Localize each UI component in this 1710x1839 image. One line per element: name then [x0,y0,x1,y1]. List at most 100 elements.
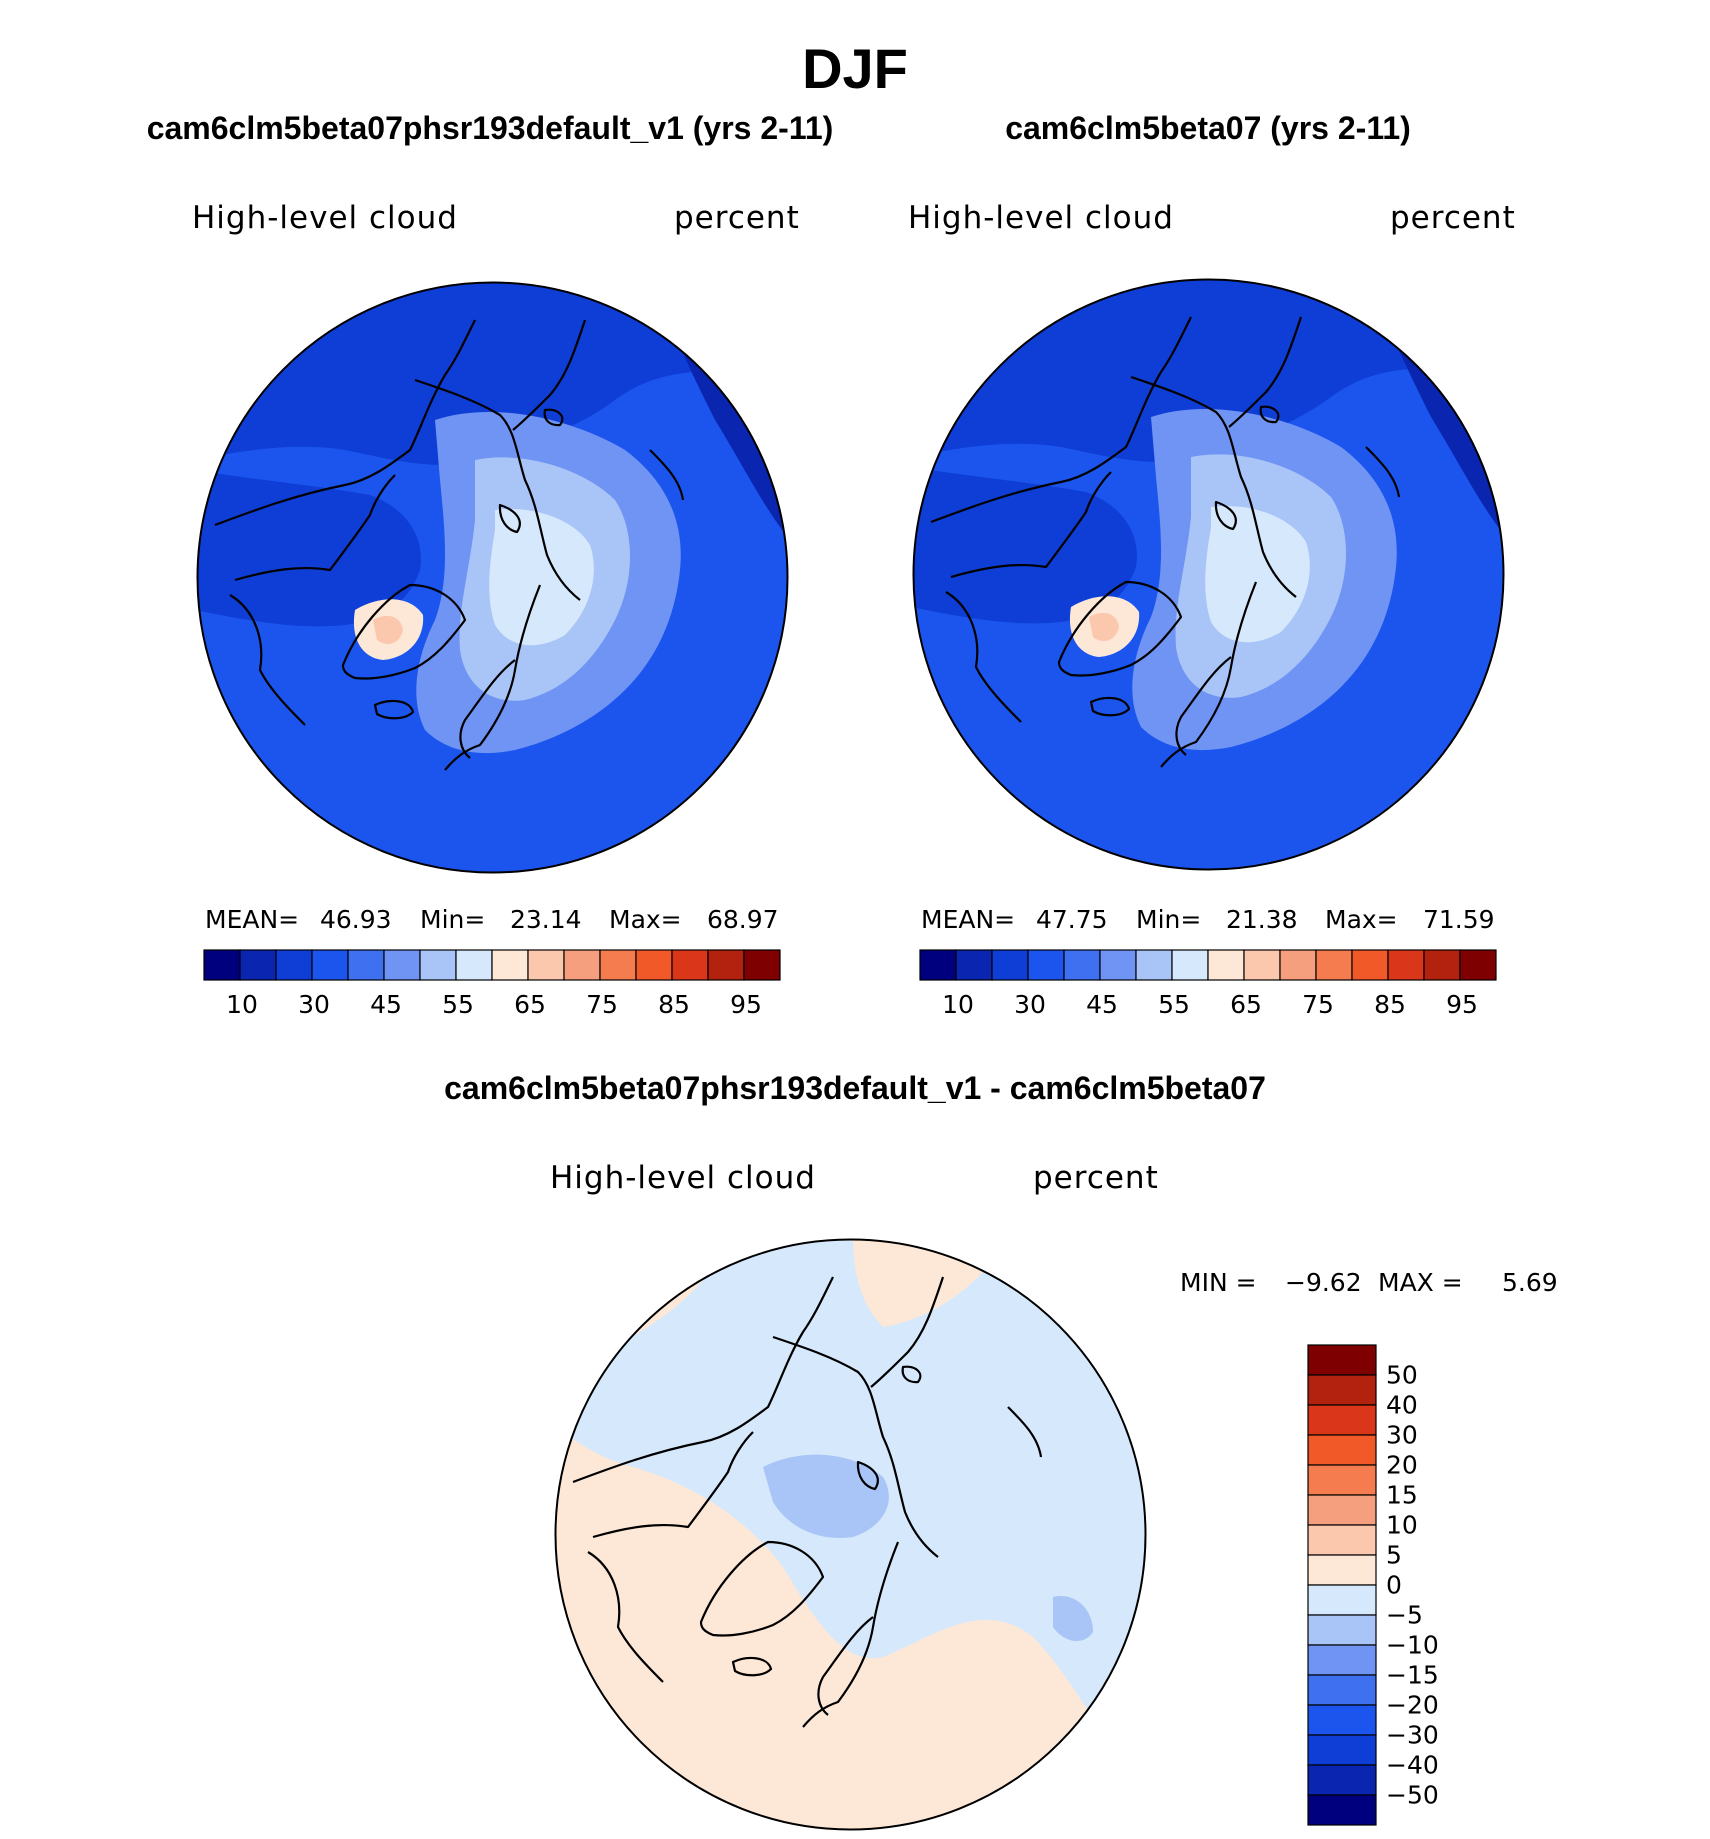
colorbar-swatch-6 [419,949,457,981]
diff-colorbar-swatch-7 [1307,1554,1377,1586]
panel-2-max-value: 71.59 [1423,905,1495,934]
diff-colorbar-swatch-12 [1307,1704,1377,1736]
field-band-north [197,282,788,465]
coastline-0 [930,316,1192,524]
panel-1-min-value: 23.14 [510,905,582,934]
field-contour-65 [489,509,594,646]
coastline-7 [414,378,581,601]
coastline-1 [950,471,1112,579]
diff-colorbar-swatch-8 [1307,1584,1377,1616]
colorbar-swatch-9 [1243,949,1281,981]
panel-2-variable-label: High-level cloud [908,200,1174,236]
panel-2-units-label: percent [1390,200,1516,236]
colorbar-swatch-9 [527,949,565,981]
colorbar-tick-label: 65 [1230,990,1262,1019]
panel-2-max-label: Max= [1325,905,1398,934]
colorbar-swatch-5 [383,949,421,981]
colorbar-tick-label: 10 [226,990,258,1019]
coastline-6 [459,659,516,759]
panel-2-min-value: 21.38 [1226,905,1298,934]
colorbar-tick-label: 55 [442,990,474,1019]
diff-colorbar-tick-label: 5 [1386,1540,1402,1570]
coastline-9 [543,408,564,427]
colorbar-swatch-12 [1351,949,1389,981]
coastline-10 [870,1276,945,1388]
map-border [554,1238,1147,1831]
colorbar-swatch-8 [491,949,529,981]
diff-colorbar-tick-label: 15 [1386,1480,1418,1510]
diff-min-label: MIN = [1180,1268,1257,1297]
diff-units-label: percent [1033,1160,1159,1196]
colorbar-swatch-11 [1315,949,1353,981]
field-greenland-peak [373,615,403,645]
panel-1-max-label: Max= [609,905,682,934]
coastline-3 [699,1540,825,1637]
coastline-5 [1160,581,1258,768]
panel-2-mean-label: MEAN= [921,905,1016,934]
diff-colorbar-tick-label: −15 [1386,1660,1439,1690]
diff-max-value: 5.69 [1502,1268,1558,1297]
colorbar-swatch-15 [743,949,781,981]
diff-colorbar-tick-label: −30 [1386,1720,1439,1750]
field-negative-core [763,1454,889,1538]
coastline-2 [587,1551,664,1683]
coastline-6 [1175,656,1232,756]
colorbar-tick-label: 30 [1014,990,1046,1019]
coastline-2 [229,594,306,726]
colorbar-swatch-10 [563,949,601,981]
colorbar-swatch-7 [1171,949,1209,981]
colorbar-swatch-12 [635,949,673,981]
colorbar-swatch-8 [1207,949,1245,981]
coastline-5 [802,1541,900,1728]
diff-colorbar-swatch-9 [1307,1614,1377,1646]
colorbar-swatch-15 [1459,949,1497,981]
colorbar-swatch-4 [347,949,385,981]
diff-colorbar-tick-label: −40 [1386,1750,1439,1780]
diff-colorbar-swatch-15 [1307,1794,1377,1826]
diff-variable-label: High-level cloud [550,1160,816,1196]
colorbar-swatch-3 [311,949,349,981]
diff-colorbar-tick-label: −5 [1386,1600,1423,1630]
coastline-11 [649,449,685,501]
coastline-11 [1365,446,1401,498]
coastline-1 [234,474,396,582]
colorbar-tick-label: 75 [586,990,618,1019]
colorbar-tick-label: 45 [370,990,402,1019]
diff-max-label: MAX = [1378,1268,1463,1297]
panel-1-mean-value: 46.93 [320,905,392,934]
diff-colorbar-tick-label: 30 [1386,1420,1418,1450]
colorbar-tick-label: 10 [942,990,974,1019]
diff-colorbar-tick-label: 0 [1386,1570,1402,1600]
diff-colorbar-swatch-3 [1307,1434,1377,1466]
colorbar-swatch-0 [203,949,241,981]
colorbar-swatch-13 [1387,949,1425,981]
map-border [912,278,1505,871]
diff-colorbar-swatch-1 [1307,1374,1377,1406]
colorbar-swatch-7 [455,949,493,981]
coastline-9 [901,1365,922,1384]
field-band-north [913,279,1504,462]
panel-2-title: cam6clm5beta07 (yrs 2-11) [1005,110,1411,146]
panel-2-min-label: Min= [1136,905,1202,934]
diff-colorbar-swatch-13 [1307,1734,1377,1766]
panel-1-colorbar-ticks: 10 30 45 55 65 75 85 95 [204,990,780,1020]
colorbar-swatch-6 [1135,949,1173,981]
colorbar-tick-label: 30 [298,990,330,1019]
colorbar-swatch-10 [1279,949,1317,981]
panel-2-colorbar-ticks: 10 30 45 55 65 75 85 95 [920,990,1496,1020]
coastline-1 [592,1431,754,1539]
colorbar-tick-label: 85 [1374,990,1406,1019]
diff-colorbar-tick-label: 10 [1386,1510,1418,1540]
diff-colorbar-swatch-11 [1307,1674,1377,1706]
diff-colorbar-ticks: 50 40 30 20 15 10 5 0 −5 −10 −15 −20 −30 −40 −50 [1386,1345,1506,1825]
panel-1-map [196,281,789,874]
coastline-3 [341,583,467,680]
coastline-11 [1007,1406,1043,1458]
diff-colorbar-tick-label: 40 [1386,1390,1418,1420]
colorbar-swatch-2 [275,949,313,981]
field-negative-pacific [1053,1596,1093,1642]
panel-2-colorbar [919,949,1497,981]
diff-colorbar-swatch-6 [1307,1524,1377,1556]
diff-colorbar-tick-label: −10 [1386,1630,1439,1660]
colorbar-swatch-14 [1423,949,1461,981]
